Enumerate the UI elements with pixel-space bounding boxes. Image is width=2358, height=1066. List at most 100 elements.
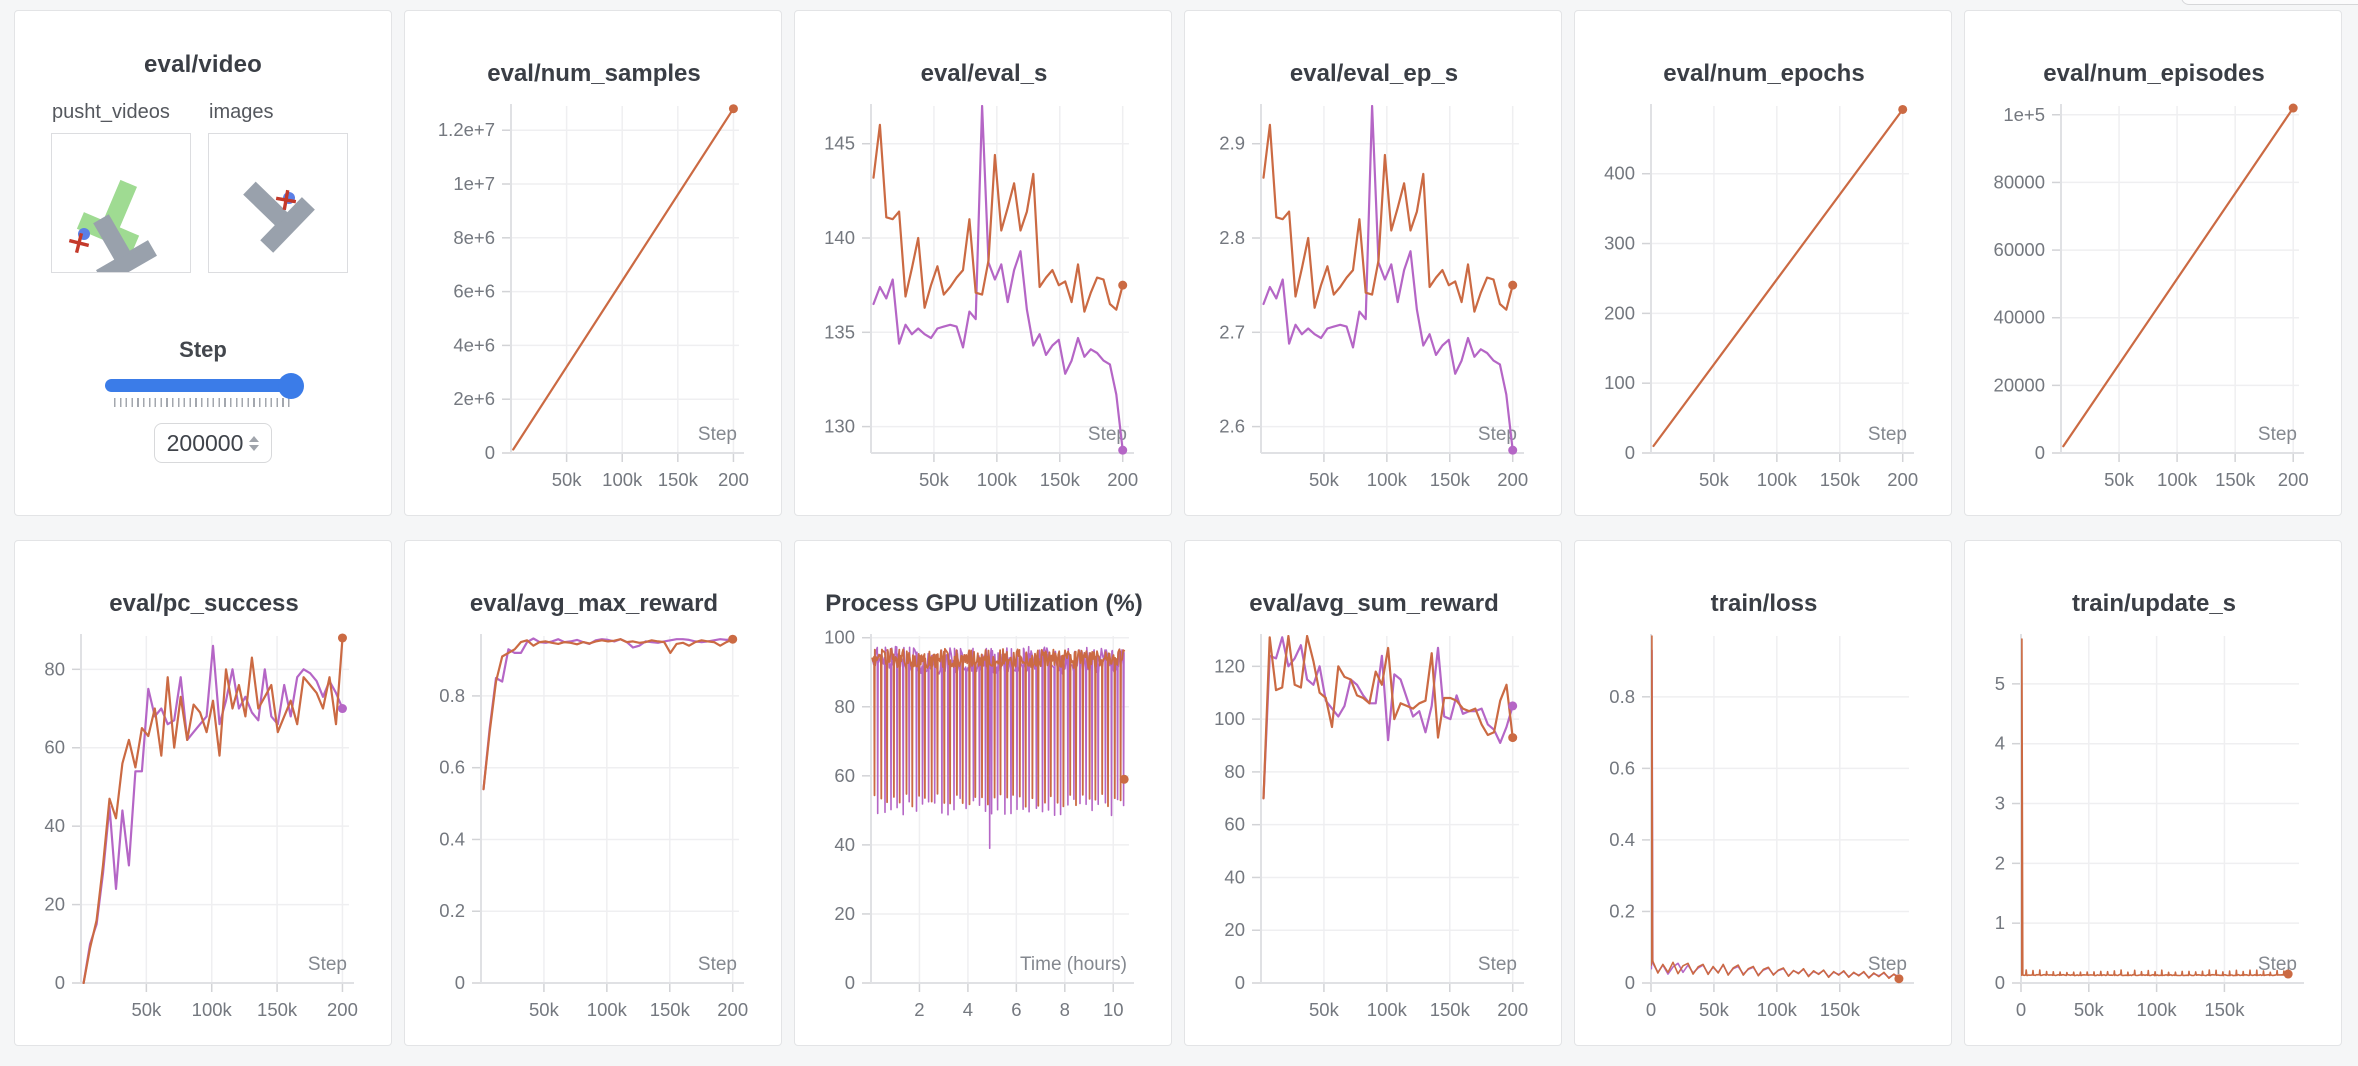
x-tick-label: 100k <box>602 469 643 490</box>
step-slider[interactable] <box>105 372 304 407</box>
media-label: images <box>209 101 274 123</box>
chart-title: eval/num_samples <box>487 60 700 87</box>
y-tick-label: 80000 <box>1994 171 2045 192</box>
images-thumbnail[interactable] <box>208 133 348 273</box>
x-tick-label: 50k <box>131 999 162 1020</box>
x-tick-label: 150k <box>2204 999 2245 1020</box>
series-orange <box>1652 108 1904 448</box>
y-tick-label: 0.8 <box>439 685 465 706</box>
stepper-arrows[interactable] <box>249 435 260 451</box>
chart-title: eval/pc_success <box>109 590 298 617</box>
series-purple <box>82 644 344 984</box>
latest-point-dot-orange <box>2283 969 2293 979</box>
chart-title: train/update_s <box>2072 590 2236 617</box>
chart-canvas-eval-eval-s[interactable]: eval/eval_s 130 135 140 145 50k 100k 150k 200 Ste… <box>795 11 1172 516</box>
y-tick-label: 4e+6 <box>453 334 495 355</box>
x-tick-label: 50k <box>1699 469 1730 490</box>
media-label: pusht_videos <box>52 101 170 123</box>
series-purple <box>1262 636 1514 800</box>
latest-point-dot-purple <box>337 704 347 714</box>
latest-point-dot-orange <box>1118 280 1128 290</box>
chart-canvas-eval-avg-sum-reward[interactable]: eval/avg_sum_reward 0 20 40 60 80 100 120 50k 100… <box>1185 541 1562 1046</box>
x-tick-label: 4 <box>963 999 973 1020</box>
y-tick-label: 4 <box>1995 733 2005 754</box>
y-tick-label: 0.6 <box>1609 757 1635 778</box>
chart-title: eval/num_epochs <box>1663 60 1864 87</box>
chart-canvas-process-gpu-utilization[interactable]: Process GPU Utilization (%) 0 20 40 60 80 100 2… <box>795 541 1172 1046</box>
panel-train-update-s: train/update_s 0 1 2 3 4 5 0 50k 100k 150k Step <box>1964 540 2342 1046</box>
y-tick-label: 300 <box>1604 233 1635 254</box>
slider-thumb[interactable] <box>278 372 304 399</box>
chart-canvas-train-loss[interactable]: train/loss 0 0.2 0.4 0.6 0.8 0 50k 100k 150k Step <box>1575 541 1952 1046</box>
chart-canvas-eval-avg-max-reward[interactable]: eval/avg_max_reward 0 0.2 0.4 0.6 0.8 50k 100k 1… <box>405 541 782 1046</box>
y-tick-label: 2e+6 <box>453 388 495 409</box>
media-item-pusht-videos: pusht_videos <box>51 101 191 273</box>
x-tick-label: 200 <box>718 469 749 490</box>
x-axis-label: Step <box>1868 954 1907 975</box>
panel-eval-video: eval/video pusht_videos <box>14 10 392 516</box>
chart-canvas-eval-num-episodes[interactable]: eval/num_episodes 0 20000 40000 60000 80000 1e… <box>1965 11 2342 516</box>
series-orange <box>1262 635 1514 800</box>
latest-point-dot-orange <box>337 633 347 643</box>
y-tick-label: 0.6 <box>439 757 465 778</box>
chart-canvas-eval-pc-success[interactable]: eval/pc_success 0 20 40 60 80 50k 100k 150k 200 St… <box>15 541 392 1046</box>
x-tick-label: 200 <box>1497 469 1528 490</box>
y-tick-label: 60 <box>44 737 65 758</box>
media-item-images: images <box>208 101 348 273</box>
x-tick-label: 150k <box>2215 469 2256 490</box>
y-tick-label: 2.7 <box>1219 321 1245 342</box>
x-tick-label: 50k <box>529 999 560 1020</box>
x-tick-label: 150k <box>1820 469 1861 490</box>
x-tick-label: 8 <box>1060 999 1070 1020</box>
x-tick-label: 50k <box>1309 469 1340 490</box>
chart-canvas-eval-num-epochs[interactable]: eval/num_epochs 0 100 200 300 400 50k 100k 150k 2… <box>1575 11 1952 516</box>
y-tick-label: 0 <box>845 972 855 993</box>
chart-canvas-eval-num-samples[interactable]: eval/num_samples 0 2e+6 4e+6 6e+6 8e+6 1e+7 1.2… <box>405 11 782 516</box>
y-tick-label: 20 <box>44 894 65 915</box>
y-tick-label: 2.9 <box>1219 133 1245 154</box>
x-tick-label: 100k <box>1757 999 1798 1020</box>
panel-eval-num-samples: eval/num_samples 0 2e+6 4e+6 6e+6 8e+6 1e+7 1.2… <box>404 10 782 516</box>
y-tick-label: 60 <box>1224 814 1245 835</box>
y-tick-label: 0 <box>485 442 495 463</box>
y-tick-label: 200 <box>1604 302 1635 323</box>
x-axis-label: Step <box>1088 424 1127 445</box>
panel-eval-eval-ep-s: eval/eval_ep_s 2.6 2.7 2.8 2.9 50k 100k 150k 200… <box>1184 10 1562 516</box>
x-axis-label: Time (hours) <box>1020 954 1127 975</box>
series-purple <box>1262 105 1514 452</box>
x-tick-label: 2 <box>914 999 924 1020</box>
latest-point-dot-orange <box>1898 104 1908 114</box>
x-tick-label: 200 <box>2278 469 2309 490</box>
x-tick-label: 200 <box>327 999 358 1020</box>
x-tick-label: 100k <box>2157 469 2198 490</box>
y-tick-label: 0.2 <box>1609 900 1635 921</box>
y-tick-label: 2.8 <box>1219 227 1245 248</box>
y-tick-label: 0.2 <box>439 900 465 921</box>
x-tick-label: 50k <box>919 469 950 490</box>
y-tick-label: 0 <box>2035 442 2045 463</box>
series-purple <box>872 105 1124 452</box>
increment-icon[interactable] <box>249 435 260 442</box>
x-axis-label: Step <box>1478 954 1517 975</box>
y-tick-label: 40 <box>834 834 855 855</box>
pusht-render-image <box>68 179 157 272</box>
y-tick-label: 135 <box>824 321 855 342</box>
latest-point-dot-orange <box>1508 280 1518 290</box>
step-value-input[interactable]: 200000 <box>154 423 272 463</box>
slider-track[interactable] <box>105 372 304 399</box>
y-tick-label: 1.2e+7 <box>438 119 495 140</box>
x-tick-label: 150k <box>1430 999 1471 1020</box>
y-tick-label: 40 <box>1224 866 1245 887</box>
latest-point-dot-orange <box>2288 103 2298 113</box>
panel-eval-eval-s: eval/eval_s 130 135 140 145 50k 100k 150k 200 Ste… <box>794 10 1172 516</box>
pusht-video-thumbnail[interactable] <box>51 133 191 273</box>
x-tick-label: 0 <box>2016 999 2026 1020</box>
y-tick-label: 0.4 <box>1609 829 1635 850</box>
chart-canvas-eval-eval-ep-s[interactable]: eval/eval_ep_s 2.6 2.7 2.8 2.9 50k 100k 150k 200… <box>1185 11 1562 516</box>
pusht-target-cross <box>68 232 90 254</box>
decrement-icon[interactable] <box>249 444 260 451</box>
x-tick-label: 100k <box>2137 999 2178 1020</box>
y-tick-label: 1e+5 <box>2003 104 2045 125</box>
media-row: pusht_videos <box>15 101 391 273</box>
